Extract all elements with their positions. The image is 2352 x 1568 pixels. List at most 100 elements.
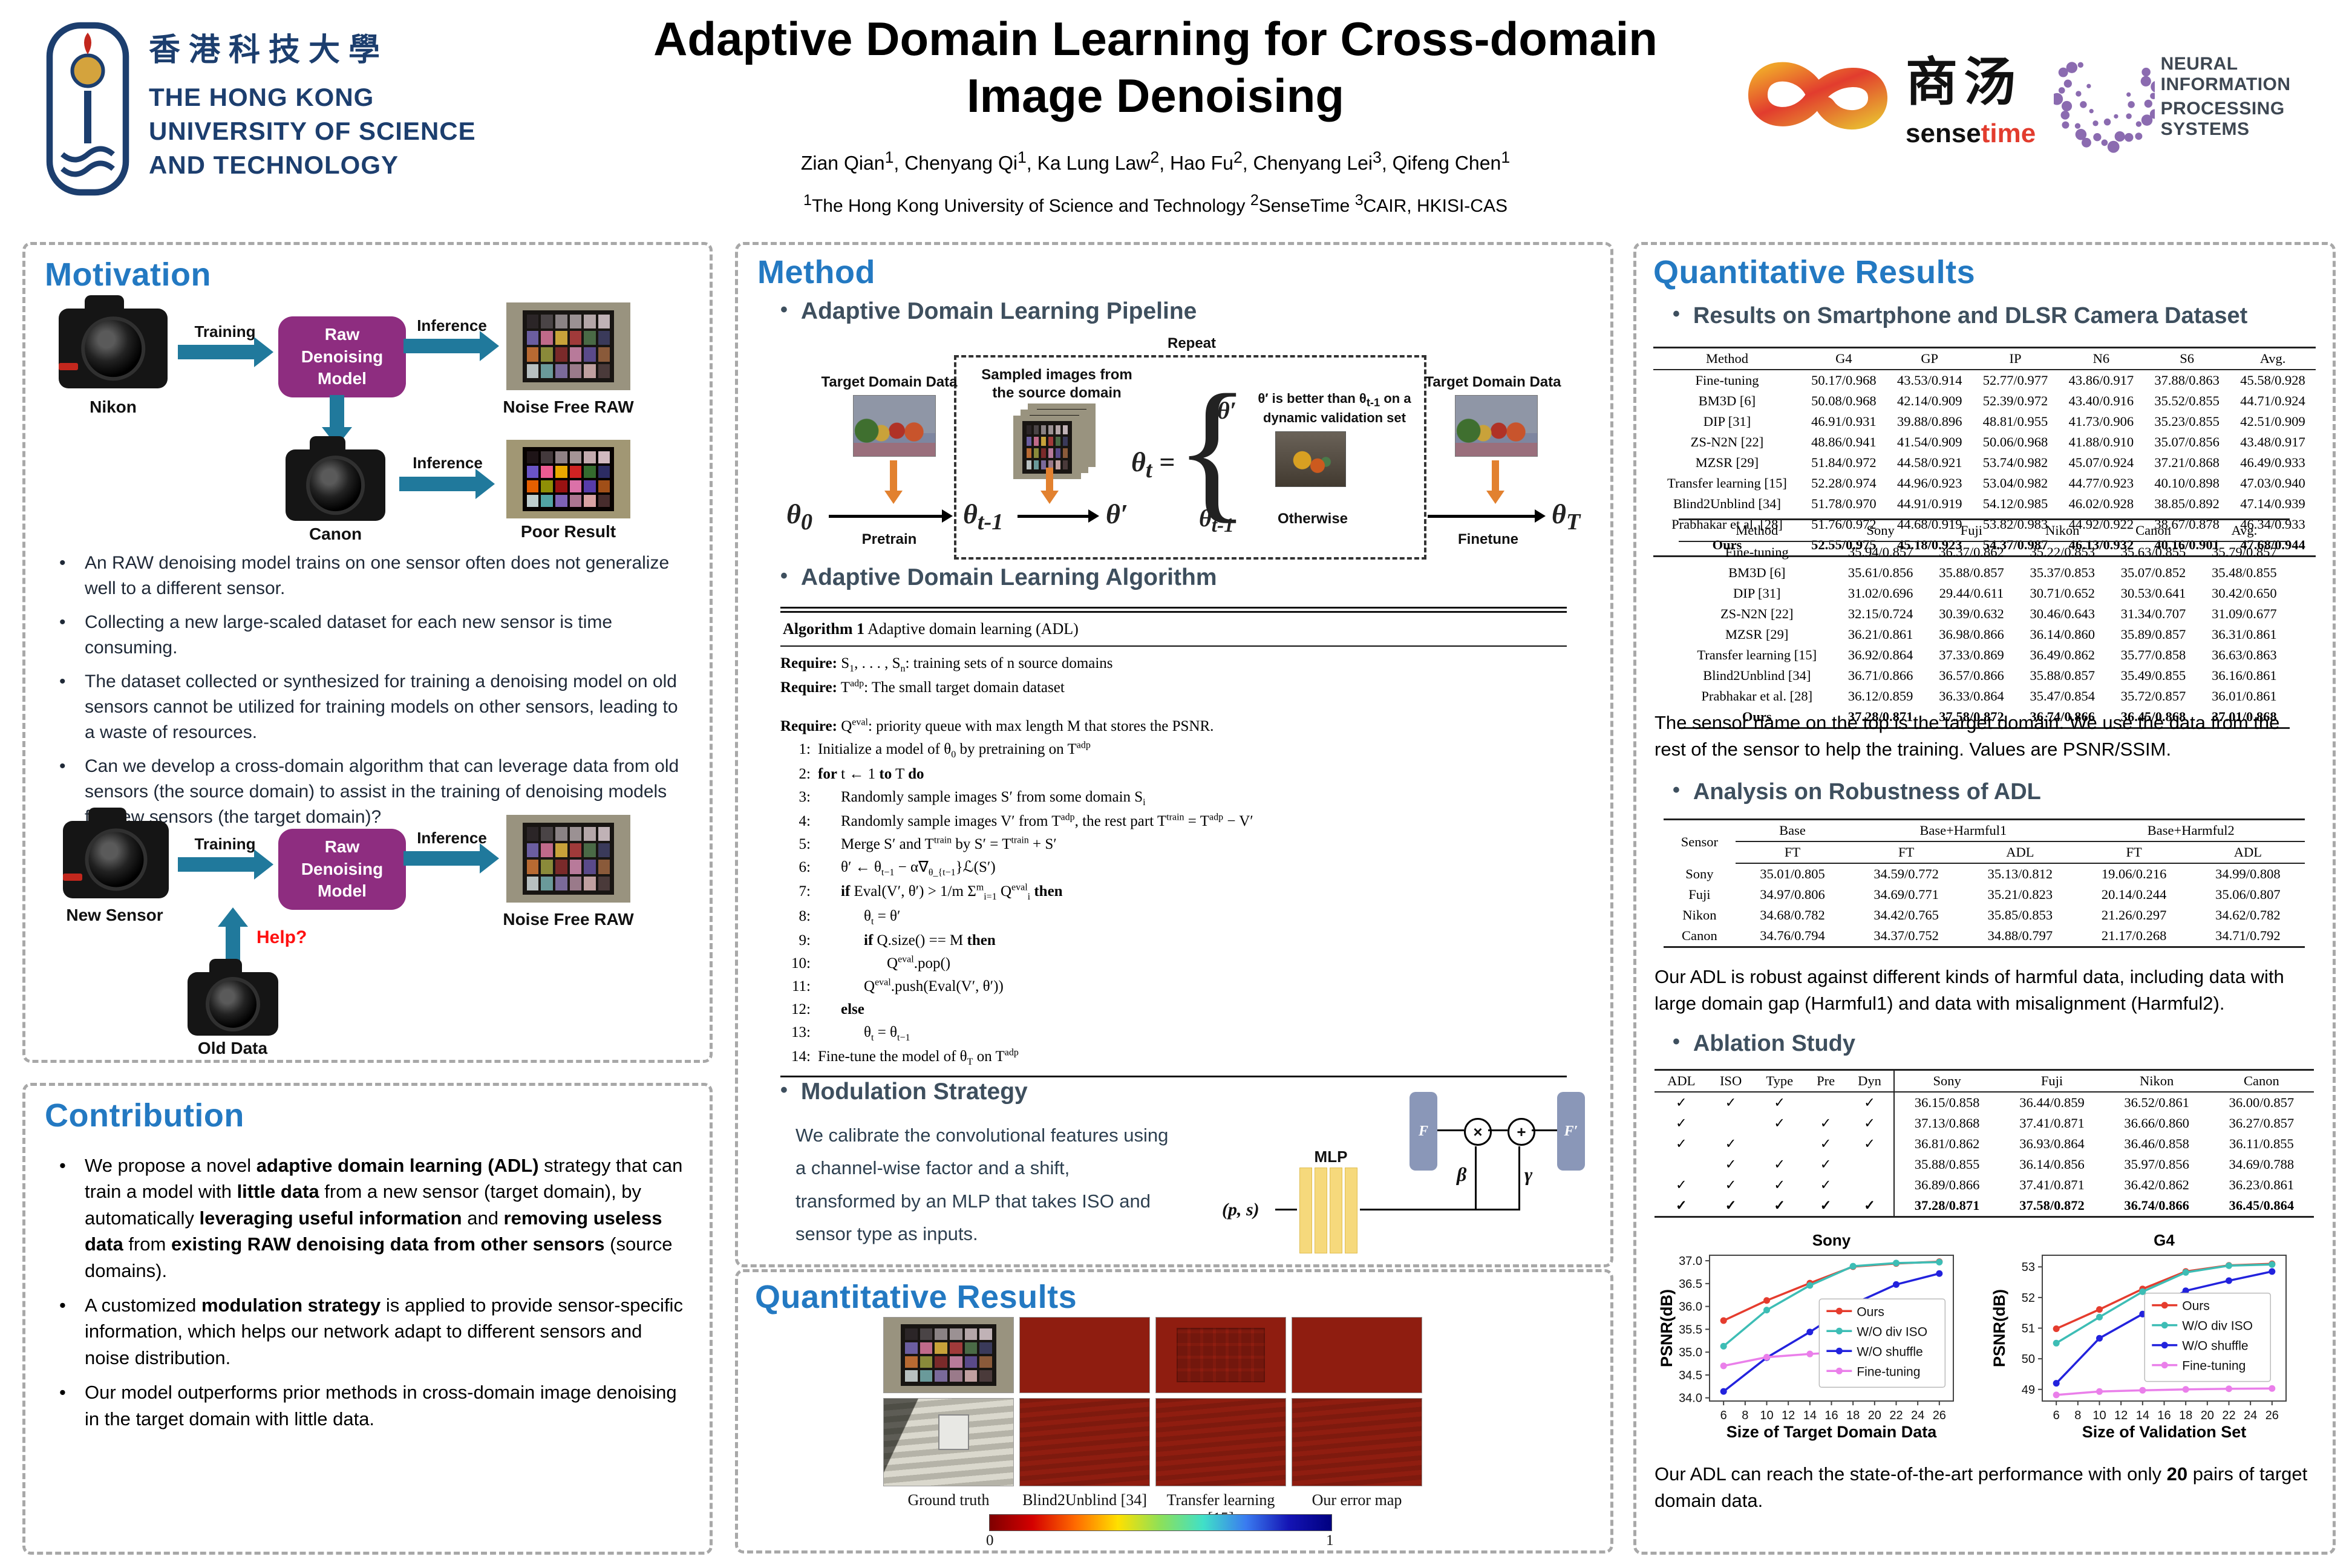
algorithm-line: 14: Fine-tune the model of θT on Tadp (791, 1047, 1019, 1068)
poster-title-line2: Image Denoising (966, 68, 1345, 122)
table-row: Fine-tuning 35.94/0.857 36.37/0.862 35.22/0… (1725, 544, 2277, 560)
sensetime-en-black: sense (1906, 118, 1981, 148)
svg-text:53: 53 (2022, 1261, 2035, 1274)
gamma-line (1518, 1146, 1520, 1210)
table-row: BM3D [6] 50.08/0.968 42.14/0.909 52.39/0.97… (1698, 393, 2305, 408)
repeat-label: Repeat (1167, 335, 1217, 351)
svg-text:26: 26 (2265, 1409, 2279, 1422)
smartphone-dlsr-heading: Results on Smartphone and DLSR Camera Da… (1673, 302, 2247, 329)
algorithm-line: 1: Initialize a model of θ0 by pretrainin… (799, 740, 1091, 760)
mlp-input-label: (p, s) (1222, 1200, 1259, 1220)
pretrain-label: Pretrain (861, 531, 917, 547)
svg-text:18: 18 (2179, 1409, 2192, 1422)
algorithm-line: Require: Qeval: priority queue with max … (780, 717, 1214, 735)
ground-truth-house-image (883, 1398, 1014, 1486)
color-checker-patches (522, 310, 615, 382)
svg-text:35.0: 35.0 (1679, 1346, 1702, 1359)
neurips-swirl-icon (2054, 62, 2155, 153)
contribution-bullet: We propose a novel adaptive domain learn… (50, 1152, 685, 1284)
svg-text:12: 12 (2114, 1409, 2128, 1422)
g4-chart-svg: 6 8 10 12 14 16 18 20 22 24 26 49 50 51 52 53 G4 Size of … (1990, 1231, 2287, 1441)
modulation-text: We calibrate the convolutional features … (795, 1125, 1169, 1244)
robustness-heading-text: Analysis on Robustness of ADL (1693, 779, 2041, 805)
sony-chart: 6 8 10 12 14 16 18 20 22 24 26 34.0 34.5 35.0 35.5 36.0… (1658, 1231, 1963, 1452)
table-header-cell: G4 (1800, 347, 1887, 370)
camera-stripe-decoration (59, 362, 79, 370)
colorbar-max-label: 1 (1326, 1532, 1334, 1549)
algorithm-heading: Adaptive Domain Learning Algorithm (780, 564, 1217, 591)
result-image-row-2 (883, 1398, 1422, 1486)
svg-text:W/O shuffle: W/O shuffle (2182, 1339, 2248, 1353)
table-header-cell: N6 (2058, 347, 2145, 370)
camera-results-table: Method Sony Fuji Nikon Canon Avg. Fine-tuning 3… (1679, 518, 2290, 729)
algorithm-line: 11: Qeval.push(Eval(V′, θ′)) (791, 977, 1004, 995)
poor-result-label: Poor Result (520, 522, 616, 541)
pretrain-data-arrow (883, 460, 904, 504)
case-brace: { (1175, 362, 1250, 537)
g4-chart: 6 8 10 12 14 16 18 20 22 24 26 49 50 51 52 53 G4 Size of … (1990, 1231, 2296, 1452)
motivation-bullet: The dataset collected or synthesized for… (50, 669, 685, 745)
table-header-cell: Method (1679, 519, 1835, 542)
label-blind2unblind: Blind2Unblind [34] (1022, 1491, 1147, 1509)
noise-free-raw-label-1: Noise Free RAW (503, 397, 634, 416)
svg-text:16: 16 (1824, 1409, 1838, 1422)
table-row: ✓ ✓ ✓ 35.88/0.855 36.14/0.856 35.97/0.856 34.6… (1655, 1154, 2314, 1175)
svg-text:PSNR(dB): PSNR(dB) (1658, 1289, 1676, 1367)
algorithm-line: Require: S1, . . . , Sn: training sets o… (780, 655, 1113, 674)
svg-text:Size of Validation Set: Size of Validation Set (2082, 1423, 2247, 1441)
quant-center-title: Quantitative Results (755, 1279, 1077, 1315)
ablation-table: ADL ISO Type Pre Dyn Sony Fuji Nikon Canon ✓ ✓ ✓ ✓ 36… (1655, 1069, 2314, 1218)
pipeline-heading-text: Adaptive Domain Learning Pipeline (800, 298, 1197, 324)
inference-label-2: Inference (413, 454, 483, 472)
help-label: Help? (256, 927, 307, 947)
sensetime-logo: 商汤 sensetime (1742, 36, 2036, 151)
svg-text:W/O div ISO: W/O div ISO (2182, 1319, 2253, 1333)
table-row: Sony 35.01/0.805 34.59/0.772 35.13/0.812 19.… (1685, 866, 2281, 882)
robust-group-header: Base+Harmful1 (1849, 819, 2077, 842)
inference-arrow-1 (403, 331, 499, 361)
table-header-cell: Nikon (2017, 519, 2108, 542)
qualitative-results-panel: Quantitative Results Ground truth Blind2… (735, 1269, 1613, 1553)
mlp-layer-bar (1330, 1168, 1342, 1253)
method-title: Method (757, 254, 875, 290)
table-header-cell: Avg. (2230, 347, 2316, 370)
noise-free-raw-image-1 (506, 302, 630, 390)
target-domain-photo-left (853, 395, 936, 457)
feature-Fprime-box: F′ (1557, 1092, 1585, 1171)
svg-text:50: 50 (2022, 1353, 2035, 1366)
cond-bottom-symbol: θt-1 (1199, 505, 1234, 537)
robust-sub-header: FT (1735, 841, 1850, 864)
table-header-cell: Fuji (1926, 519, 2017, 542)
cond-top-text: θ′ is better than θt-1 on a dynamic vali… (1258, 391, 1411, 426)
svg-text:37.0: 37.0 (1679, 1255, 1702, 1268)
raw-denoising-model-box-1: Raw Denoising Model (278, 316, 406, 397)
contribution-bullet: A customized modulation strategy is appl… (50, 1292, 685, 1371)
pretrain-arrow (829, 509, 953, 523)
svg-text:22: 22 (1889, 1409, 1903, 1422)
mlp-layer-bar (1315, 1168, 1327, 1253)
new-sensor-camera-icon (63, 808, 169, 898)
svg-text:18: 18 (1846, 1409, 1860, 1422)
table-header-cell: GP (1886, 347, 1973, 370)
cond-top-symbol: θ′ (1217, 397, 1237, 424)
inference-label-3: Inference (417, 829, 487, 847)
svg-text:49: 49 (2022, 1383, 2035, 1397)
svg-text:14: 14 (1803, 1409, 1817, 1422)
inference-label-1: Inference (417, 316, 487, 335)
input-arrow (1275, 1209, 1297, 1210)
svg-text:34.5: 34.5 (1679, 1369, 1702, 1382)
beta-line (1475, 1146, 1477, 1210)
modulation-heading-text: Modulation Strategy (800, 1079, 1028, 1105)
table-row: MZSR [29] 51.84/0.972 44.58/0.921 53.74/0.9… (1695, 455, 2305, 470)
add-op-icon: + (1508, 1118, 1535, 1146)
svg-text:24: 24 (2244, 1409, 2257, 1422)
result-image-row-1 (883, 1317, 1422, 1393)
table-row: Fuji 34.97/0.806 34.69/0.771 35.21/0.823 20.… (1688, 887, 2281, 902)
theta-T: θT (1552, 498, 1581, 535)
robustness-heading: Analysis on Robustness of ADL (1673, 779, 2041, 805)
sony-chart-svg: 6 8 10 12 14 16 18 20 22 24 26 34.0 34.5 35.0 35.5 36.0… (1658, 1231, 1954, 1441)
table-row: ✓ ✓ ✓ ✓ 36.89/0.866 37.41/0.871 36.42/0.862 36.… (1655, 1175, 2314, 1195)
svg-text:10: 10 (1760, 1409, 1773, 1422)
svg-text:Size of Target Domain Data: Size of Target Domain Data (1726, 1423, 1938, 1441)
